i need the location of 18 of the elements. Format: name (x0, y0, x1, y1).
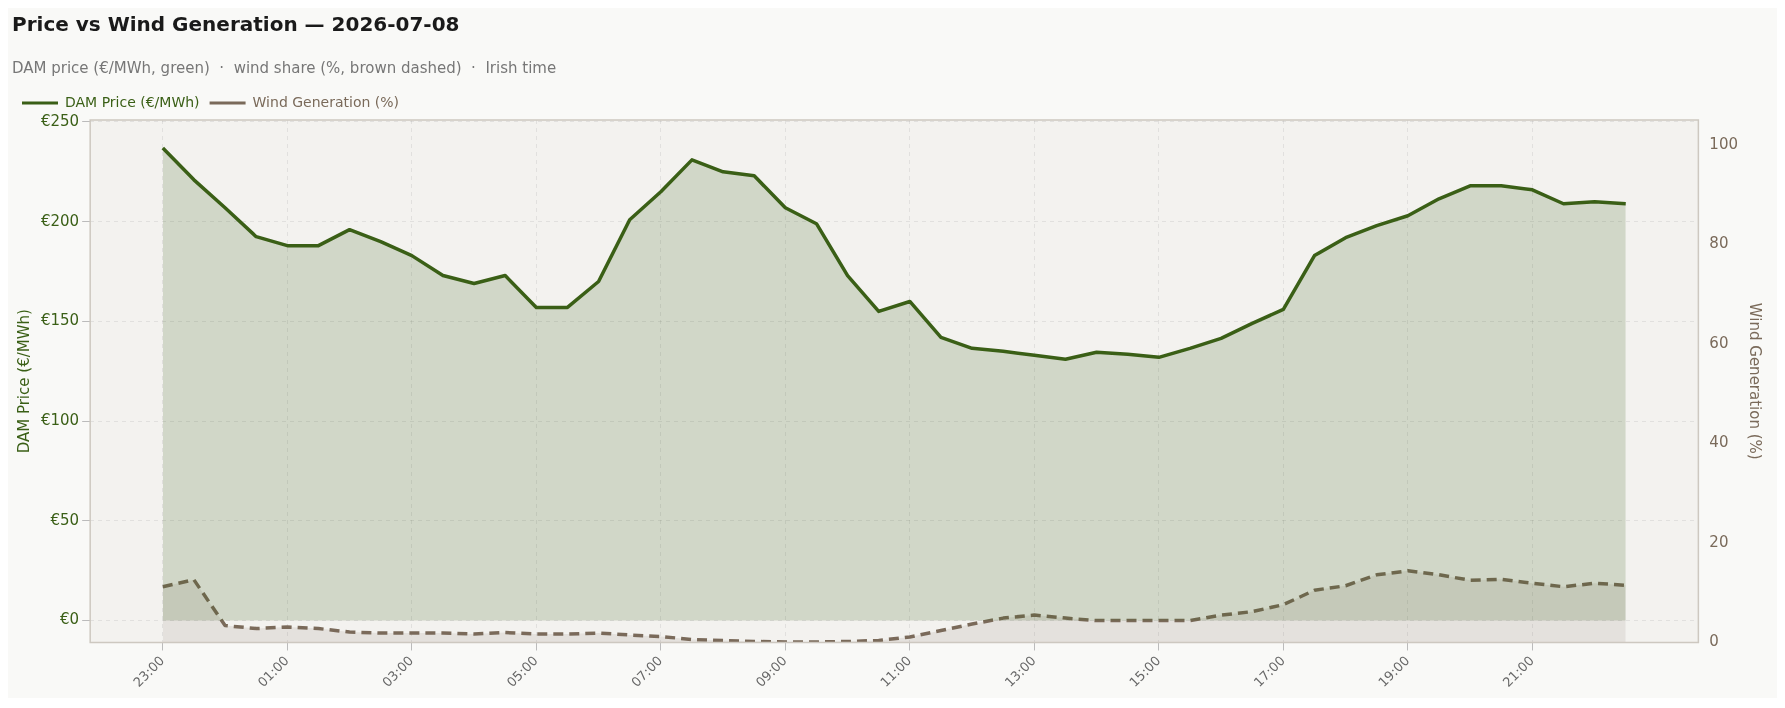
y-axis-title: DAM Price (€/MWh) (14, 309, 33, 454)
legend-label: Wind Generation (%) (252, 93, 400, 110)
y2-tick-label: 0 (1709, 632, 1719, 651)
y-tick-label: €250 (40, 111, 80, 130)
y2-tick-label: 80 (1709, 234, 1729, 253)
y2-tick-label: 100 (1709, 134, 1739, 153)
y2-tick-label: 60 (1709, 333, 1729, 352)
legend-label: DAM Price (€/MWh) (65, 93, 200, 110)
y2-axis-title: Wind Generation (%) (1746, 302, 1765, 460)
y2-tick-label: 40 (1709, 433, 1729, 452)
y-tick-label: €200 (40, 211, 80, 230)
y-tick-label: €0 (60, 610, 80, 629)
chart-title: Price vs Wind Generation — 2026-07-08 (12, 12, 460, 37)
y-tick-label: €100 (40, 411, 80, 430)
y2-tick-label: 20 (1709, 532, 1729, 551)
y-tick-label: €150 (40, 311, 80, 330)
chart-subtitle: DAM price (€/MWh, green) · wind share (%, brown dashed) · Irish time (12, 58, 557, 77)
y-tick-label: €50 (50, 510, 80, 529)
